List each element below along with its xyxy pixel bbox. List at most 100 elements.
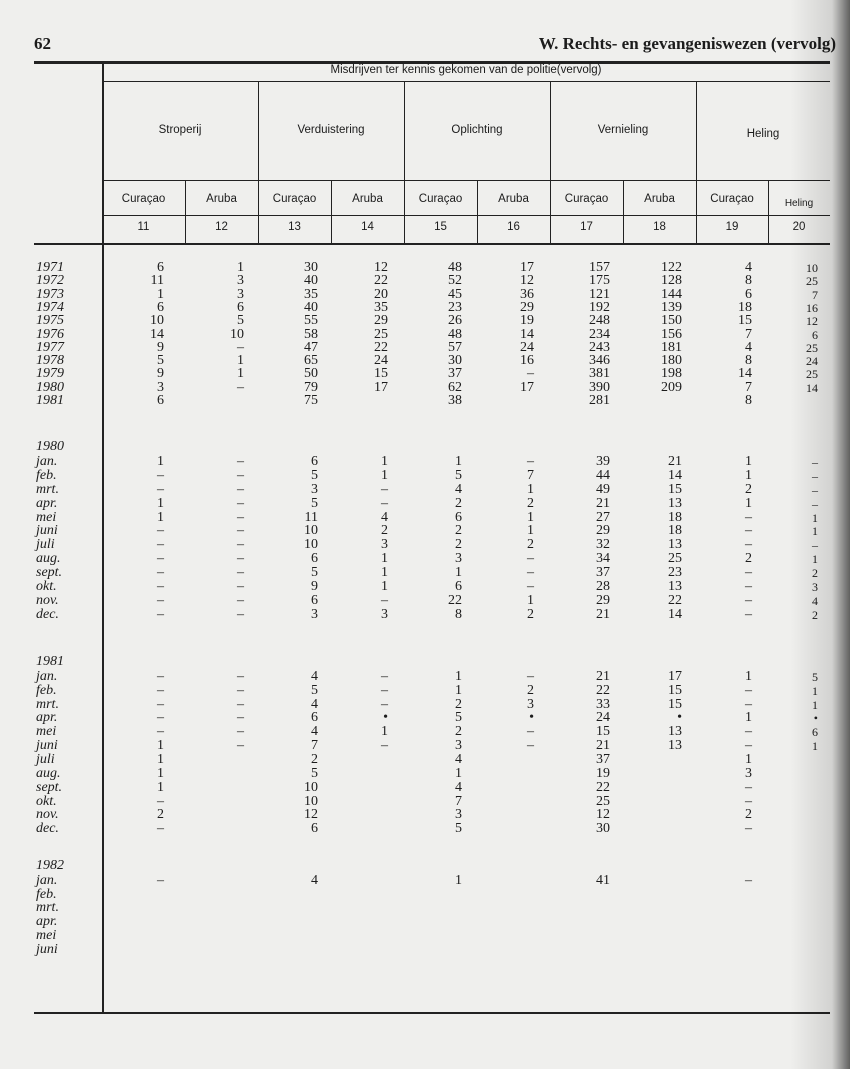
table-cell: 2 — [527, 537, 534, 553]
table-cell: 1 — [455, 765, 462, 781]
table-cell: 1 — [527, 592, 534, 608]
table-cell: 3 — [157, 379, 164, 395]
table-cell: 234 — [589, 326, 610, 342]
table-cell: 30 — [304, 260, 318, 275]
row-label: aug. — [36, 765, 61, 781]
table-cell: – — [527, 724, 534, 740]
group-header: Heling — [746, 128, 780, 140]
table-cell: 37 — [448, 366, 462, 382]
group-divider — [696, 82, 697, 243]
row-label: mei — [36, 724, 57, 740]
table-cell: 10 — [304, 523, 318, 539]
table-cell: 21 — [596, 606, 610, 622]
table-cell: 4 — [745, 260, 752, 275]
row-label: apr. — [36, 710, 58, 726]
table-cell: – — [527, 453, 534, 469]
row-label: 1977 — [36, 339, 64, 355]
group-header: Vernieling — [597, 124, 649, 136]
table-cell: – — [237, 551, 244, 567]
table-cell: – — [381, 696, 388, 712]
table-cell: 1 — [455, 565, 462, 581]
table-cell: 6 — [311, 551, 318, 567]
table-cell: 3 — [311, 481, 318, 497]
table-cell: – — [237, 379, 244, 395]
row-label: 1973 — [36, 286, 64, 302]
table-cell: – — [237, 453, 244, 469]
table-cell: – — [527, 551, 534, 567]
table-cell: 1 — [745, 453, 752, 469]
table-cell: 2 — [527, 606, 534, 622]
row-label: feb. — [36, 886, 57, 902]
table-cell: 2 — [311, 751, 318, 767]
table-cell: – — [237, 565, 244, 581]
table-cell: 1 — [381, 724, 388, 740]
table-cell: 6 — [311, 821, 318, 837]
table-cell: – — [157, 793, 164, 809]
row-label: jan. — [36, 453, 58, 469]
table-cell: 15 — [668, 481, 682, 497]
table-cell: 4 — [311, 724, 318, 740]
table-cell: 12 — [596, 807, 610, 823]
table-cell: 3 — [237, 273, 244, 289]
table-cell: 2 — [455, 724, 462, 740]
table-cell: 1 — [381, 467, 388, 483]
table-cell: 9 — [311, 579, 318, 594]
table-cell: 37 — [596, 751, 610, 767]
table-cell: – — [237, 668, 244, 684]
table-cell: 180 — [661, 353, 682, 369]
table-cell: 381 — [589, 366, 610, 382]
table-cell: 57 — [448, 339, 462, 355]
table-cell: 10 — [304, 779, 318, 795]
row-label: nov. — [36, 807, 59, 823]
column-number: 13 — [288, 221, 301, 233]
table-cell: 30 — [596, 821, 610, 837]
table-cell: 1 — [745, 668, 752, 684]
table-cell: 13 — [668, 537, 682, 553]
table-cell: 3 — [745, 765, 752, 781]
row-label: dec. — [36, 821, 59, 837]
table-cell: – — [157, 724, 164, 740]
table-cell: – — [157, 606, 164, 622]
table-cell: – — [157, 592, 164, 608]
table-cell: 6 — [455, 509, 462, 525]
table-cell: 4 — [311, 872, 318, 888]
subheader-rule — [102, 215, 830, 216]
table-cell: 1 — [157, 453, 164, 469]
column-number: 19 — [725, 221, 739, 233]
table-cell: 21 — [596, 668, 610, 684]
column-divider — [477, 180, 478, 243]
column-number: 15 — [434, 221, 447, 233]
table-cell: 25 — [668, 551, 682, 567]
table-cell: 7 — [527, 467, 534, 483]
column-divider — [768, 180, 769, 243]
table-cell: – — [237, 738, 244, 754]
row-label: feb. — [36, 467, 57, 483]
table-cell: – — [157, 668, 164, 684]
table-cell: 14 — [738, 366, 752, 382]
table-cell: – — [745, 821, 752, 837]
table-cell: 24 — [374, 353, 388, 369]
table-cell: 18 — [668, 523, 682, 539]
group-header: Verduistering — [297, 124, 365, 136]
column-divider — [331, 180, 332, 243]
table-cell: 7 — [745, 379, 752, 395]
table-cell: 175 — [589, 273, 610, 289]
table-cell: 1 — [455, 668, 462, 684]
table-cell: – — [237, 579, 244, 594]
table-cell: – — [745, 537, 752, 553]
table-cell: 19 — [520, 313, 534, 329]
table-cell: – — [237, 592, 244, 608]
table-cell: – — [381, 682, 388, 698]
row-label: juli — [36, 537, 55, 553]
row-label: 1978 — [36, 353, 64, 369]
table-cell: 21 — [668, 453, 682, 469]
row-label: jan. — [36, 668, 58, 684]
table-cell: 24 — [596, 710, 610, 726]
table-cell: 26 — [448, 313, 462, 329]
table-cell: 25 — [596, 793, 610, 809]
table-cell: 2 — [455, 523, 462, 539]
table-cell: 48 — [448, 260, 462, 275]
table-cell: – — [527, 579, 534, 594]
table-cell: 13 — [668, 724, 682, 740]
column-number: 12 — [215, 221, 228, 233]
